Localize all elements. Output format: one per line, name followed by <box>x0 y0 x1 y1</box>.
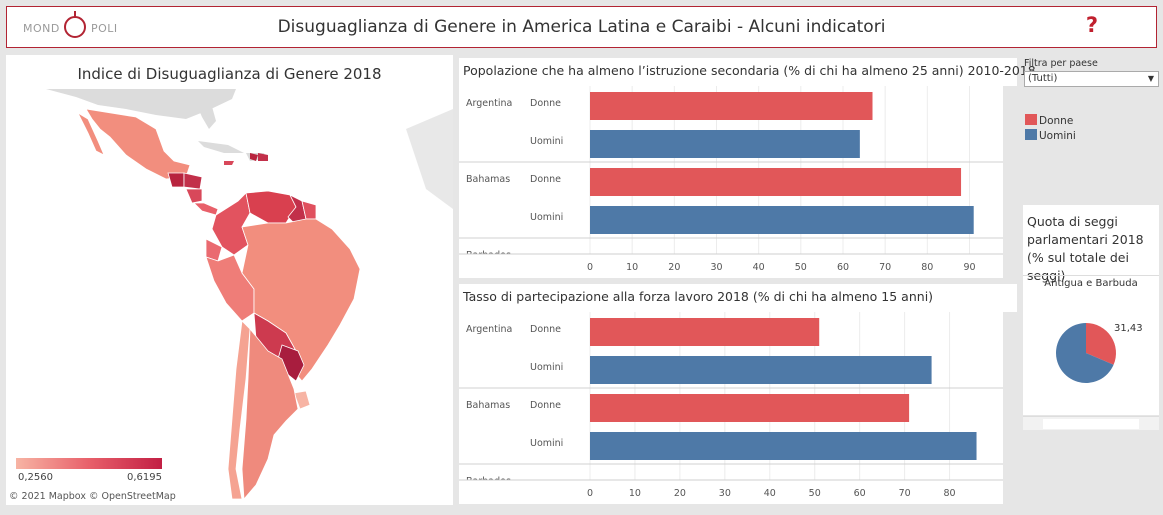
map-legend-max: 0,6195 <box>127 472 162 483</box>
x-tick-label: 60 <box>837 262 849 273</box>
map-land-cuba <box>198 141 244 153</box>
legend-item-donne[interactable]: Donne <box>1025 114 1073 127</box>
x-tick-label: 60 <box>854 488 866 499</box>
x-tick-label: 70 <box>899 488 911 499</box>
x-tick-label: 80 <box>921 262 933 273</box>
subcategory-label: Uomini <box>530 136 563 147</box>
x-tick-label: 20 <box>674 488 686 499</box>
country-filter-select[interactable]: (Tutti) ▼ <box>1024 71 1159 87</box>
x-tick-label: 10 <box>626 262 638 273</box>
logo-text-right: POLI <box>91 22 118 35</box>
category-label: Argentina <box>466 324 512 335</box>
map-legend-gradient <box>16 458 162 469</box>
map-land-north-america <box>46 89 236 119</box>
category-label: Bahamas <box>466 174 510 185</box>
pie-chart[interactable]: 31,43 <box>1023 295 1159 415</box>
mondopoli-logo: MOND POLI <box>21 11 121 44</box>
map-country-uruguay <box>293 390 311 410</box>
gender-inequality-map-panel: Indice di Disuguaglianza di Genere 2018 <box>6 55 453 505</box>
legend-label-donne: Donne <box>1039 115 1074 127</box>
map-country-mexico <box>85 108 191 180</box>
chart-labor-panel[interactable]: ArgentinaDonneUominiBahamasDonneUominiBa… <box>459 312 1003 504</box>
chevron-down-icon: ▼ <box>1147 74 1154 83</box>
bar-uomini[interactable] <box>590 206 974 234</box>
category-label: Argentina <box>466 98 512 109</box>
bar-donne[interactable] <box>590 92 873 120</box>
x-tick-label: 50 <box>809 488 821 499</box>
pie-scrollbar[interactable] <box>1023 416 1159 430</box>
x-tick-label: 40 <box>764 488 776 499</box>
map-legend-min: 0,2560 <box>18 472 53 483</box>
x-tick-label: 80 <box>944 488 956 499</box>
x-axis-area <box>459 254 1003 278</box>
category-label: Bahamas <box>466 400 510 411</box>
pie-country-label: Antigua e Barbuda <box>1023 275 1159 289</box>
pie-title: Quota di seggi parlamentari 2018 (% sul … <box>1027 214 1144 283</box>
subcategory-label: Uomini <box>530 212 563 223</box>
chart-education-title: Popolazione che ha almeno l’istruzione s… <box>459 58 1036 86</box>
bar-uomini[interactable] <box>590 130 860 158</box>
map-country-argentina <box>241 327 299 501</box>
subcategory-label: Donne <box>530 98 561 109</box>
chart-education-panel[interactable]: ArgentinaDonneUominiBahamasDonneUominiBa… <box>459 86 1003 278</box>
x-tick-label: 0 <box>587 262 593 273</box>
x-tick-label: 20 <box>668 262 680 273</box>
map-land-florida <box>196 103 216 129</box>
bar-donne[interactable] <box>590 318 820 346</box>
dashboard-header: MOND POLI Disuguaglianza di Genere in Am… <box>6 6 1157 48</box>
map-land-africa-edge <box>406 109 453 209</box>
pie-slice-uomini[interactable] <box>1056 323 1114 383</box>
legend-item-uomini[interactable]: Uomini <box>1025 129 1076 142</box>
bar-uomini[interactable] <box>590 356 932 384</box>
map-credit: © 2021 Mapbox © OpenStreetMap <box>9 491 176 502</box>
x-tick-label: 30 <box>710 262 722 273</box>
map-country-chile <box>227 320 251 500</box>
chart-education-svg[interactable]: ArgentinaDonneUominiBahamasDonneUominiBa… <box>459 86 1003 278</box>
map-country-costa-rica-panama <box>193 202 219 216</box>
map-country-venezuela <box>245 190 297 224</box>
map-country-guatemala <box>167 172 185 188</box>
pie-slice-donne[interactable] <box>1086 323 1116 365</box>
question-mark-icon[interactable]: ? <box>1085 13 1098 37</box>
logo-text-left: MOND <box>23 22 60 35</box>
page-title: Disuguaglianza di Genere in America Lati… <box>277 17 886 37</box>
bar-uomini[interactable] <box>590 432 977 460</box>
parliament-seats-panel: Quota di seggi parlamentari 2018 (% sul … <box>1023 205 1159 415</box>
subcategory-label: Donne <box>530 324 561 335</box>
x-axis-area <box>459 480 1003 504</box>
subcategory-label: Uomini <box>530 362 563 373</box>
x-tick-label: 90 <box>963 262 975 273</box>
subcategory-label: Donne <box>530 174 561 185</box>
bar-donne[interactable] <box>590 394 910 422</box>
x-tick-label: 30 <box>719 488 731 499</box>
map-country-jamaica <box>224 161 234 165</box>
chart-labor-svg[interactable]: ArgentinaDonneUominiBahamasDonneUominiBa… <box>459 312 1003 504</box>
filter-selected-value: (Tutti) <box>1028 73 1058 84</box>
logo-stem-icon <box>74 11 76 18</box>
pie-scrollbar-thumb[interactable] <box>1043 419 1139 429</box>
map-country-dominican-rep <box>258 153 268 161</box>
map-country-brazil <box>241 218 361 382</box>
map-country-nicaragua <box>185 188 203 204</box>
subcategory-label: Uomini <box>530 438 563 449</box>
map-title: Indice di Disuguaglianza di Genere 2018 <box>77 65 382 83</box>
x-tick-label: 70 <box>879 262 891 273</box>
x-tick-label: 40 <box>753 262 765 273</box>
chart-labor-title: Tasso di partecipazione alla forza lavor… <box>459 284 1017 312</box>
pie-data-label: 31,43 <box>1114 323 1143 334</box>
legend-swatch-donne <box>1025 114 1037 125</box>
filter-label: Filtra per paese <box>1024 58 1098 69</box>
x-tick-label: 10 <box>629 488 641 499</box>
map-country-baja <box>77 111 105 156</box>
subcategory-label: Donne <box>530 400 561 411</box>
map-color-legend: 0,2560 0,6195 <box>16 458 162 483</box>
choropleth-map[interactable] <box>6 89 453 505</box>
x-tick-label: 0 <box>587 488 593 499</box>
legend-swatch-uomini <box>1025 129 1037 140</box>
x-tick-label: 50 <box>795 262 807 273</box>
legend-label-uomini: Uomini <box>1039 130 1076 142</box>
map-country-honduras <box>183 172 203 190</box>
bar-donne[interactable] <box>590 168 962 196</box>
map-country-haiti <box>250 153 258 161</box>
